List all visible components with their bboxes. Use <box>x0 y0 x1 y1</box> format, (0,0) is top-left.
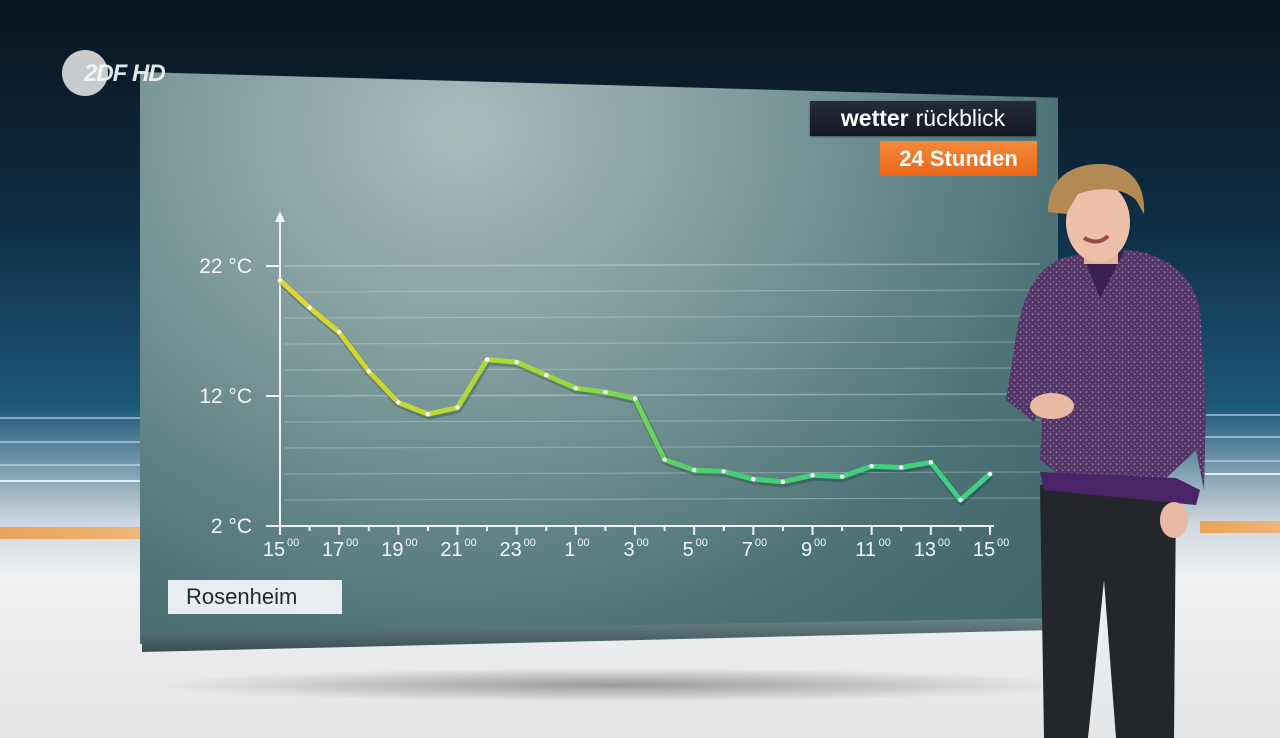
studio-orange-band-left <box>0 527 140 539</box>
presenter-hand <box>1030 393 1074 419</box>
data-point <box>277 278 283 283</box>
data-point <box>899 465 904 470</box>
x-tick-label-minutes: 00 <box>346 537 358 549</box>
x-tick-label: 9 <box>801 539 812 561</box>
x-tick-label-minutes: 00 <box>405 537 417 549</box>
x-tick-label: 15 <box>973 539 995 561</box>
gridline <box>283 289 1041 293</box>
y-axis-labels: 22 °C 12 °C 2 °C <box>199 255 280 538</box>
period-subtitle: 24 Stunden <box>880 141 1037 176</box>
x-tick-label: 19 <box>381 539 403 561</box>
x-tick-label: 15 <box>263 539 285 561</box>
data-point <box>928 460 934 465</box>
x-tick-label-minutes: 00 <box>997 537 1009 549</box>
gridline <box>283 471 1041 475</box>
x-tick-label: 21 <box>440 539 462 561</box>
title-regular: rückblick <box>915 105 1006 131</box>
temperature-line <box>277 277 993 503</box>
data-point <box>573 386 579 391</box>
temperature-series <box>277 277 994 506</box>
x-tick-label-minutes: 00 <box>755 537 767 549</box>
data-point <box>425 412 431 417</box>
x-tick-label-minutes: 00 <box>637 537 649 549</box>
studio-orange-band-right <box>1200 521 1280 533</box>
chart-gridlines <box>283 263 1041 501</box>
data-point <box>839 474 845 479</box>
board-floor-shadow <box>150 668 1080 702</box>
x-tick-label-minutes: 00 <box>465 537 477 549</box>
x-tick-label-minutes: 00 <box>287 537 299 549</box>
gridline <box>283 497 1041 501</box>
x-tick-label: 17 <box>322 539 344 561</box>
data-point <box>780 479 786 484</box>
data-point <box>544 373 549 378</box>
gridline <box>283 341 1041 345</box>
x-tick-label: 11 <box>855 539 876 561</box>
zdf-logo-text: 2DF HD <box>84 60 166 87</box>
data-point <box>396 400 401 405</box>
presenter-face <box>1066 182 1130 262</box>
title-bold: wetter <box>840 105 909 131</box>
x-tick-label: 7 <box>742 539 753 561</box>
data-point <box>691 467 697 473</box>
x-axis-labels: 15 00 17 00 19 00 21 00 23 00 1 00 3 00 5 00 7 00 9 00 11 00 1… <box>263 537 1009 561</box>
data-point <box>366 369 371 374</box>
chart-axes <box>275 211 994 535</box>
y-tick-label: 2 °C <box>211 515 252 538</box>
x-tick-label-minutes: 00 <box>696 537 708 549</box>
data-point <box>958 497 963 503</box>
x-tick-label-minutes: 00 <box>524 537 536 549</box>
x-tick-label-minutes: 00 <box>577 537 589 549</box>
data-point <box>810 473 815 478</box>
y-tick-label: 12 °C <box>199 385 252 408</box>
x-tick-label-minutes: 00 <box>938 537 950 549</box>
gridline <box>283 393 1041 397</box>
data-point <box>603 389 608 395</box>
x-tick-label: 5 <box>683 539 694 561</box>
data-point <box>307 305 312 310</box>
data-point <box>751 477 756 482</box>
data-point <box>869 464 874 469</box>
presenter-trousers <box>1040 485 1176 738</box>
x-tick-label: 23 <box>500 539 522 561</box>
data-point <box>721 469 726 474</box>
studio-background-lines <box>0 400 1280 500</box>
data-point <box>514 360 519 365</box>
x-tick-label-minutes: 00 <box>879 537 891 549</box>
data-point <box>455 405 460 410</box>
weather-review-title: wetter rückblick <box>810 101 1036 136</box>
data-point <box>336 330 342 335</box>
data-point <box>484 357 490 362</box>
gridline <box>283 315 1041 319</box>
y-axis-arrow-icon <box>275 211 285 222</box>
zdf-hd-logo: 2DF HD <box>62 50 192 98</box>
zdf-logo-circle-icon <box>62 50 108 96</box>
gridline <box>283 263 1041 267</box>
gridline <box>283 445 1041 449</box>
x-tick-label: 3 <box>623 539 634 561</box>
gridline <box>283 367 1041 371</box>
data-point <box>632 396 638 401</box>
presenter-hair <box>1048 164 1145 214</box>
gridline <box>283 419 1041 423</box>
location-label: Rosenheim <box>168 580 342 614</box>
data-point <box>662 457 667 462</box>
data-point <box>987 471 993 477</box>
x-tick-label: 1 <box>564 539 575 561</box>
y-tick-label: 22 °C <box>199 255 252 278</box>
presenter-figure <box>1006 164 1206 738</box>
x-tick-label-minutes: 00 <box>814 537 826 549</box>
x-tick-label: 13 <box>914 539 936 561</box>
